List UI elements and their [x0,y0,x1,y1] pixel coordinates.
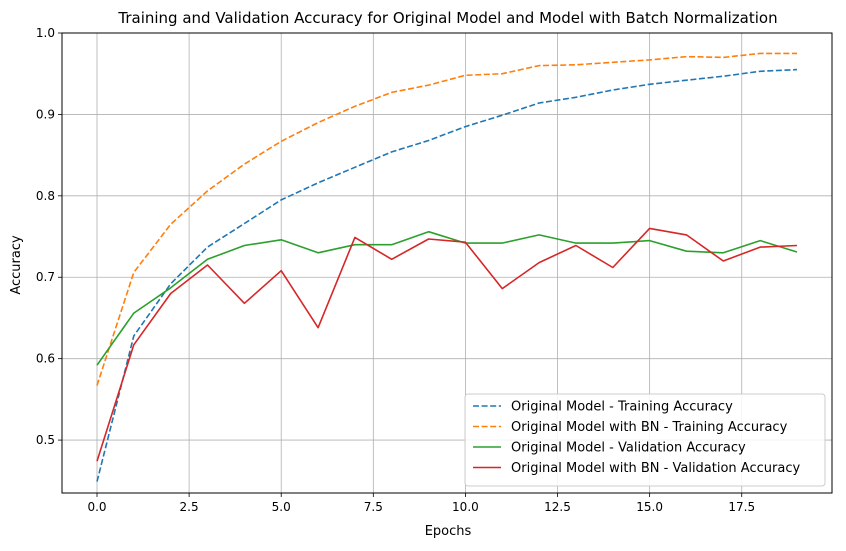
y-axis-ticks: 0.5 0.6 0.7 0.8 0.9 1.0 [36,26,62,447]
x-tick-label: 7.5 [364,500,383,514]
series-lines [96,52,798,482]
series-line-2 [96,52,797,386]
legend-entry: Original Model with BN - Training Accura… [511,420,788,435]
y-tick-label: 0.6 [36,352,55,366]
chart-title: Training and Validation Accuracy for Ori… [117,9,777,27]
y-tick-label: 0.9 [36,107,55,121]
x-tick-label: 12.5 [544,500,571,514]
y-tick-label: 0.7 [36,270,55,284]
series-line-3 [96,230,798,366]
x-tick-label: 0.0 [87,500,106,514]
legend-entry: Original Model with BN - Validation Accu… [511,461,800,476]
y-tick-label: 0.5 [36,433,55,447]
y-tick-label: 0.8 [36,189,55,203]
x-tick-label: 5.0 [272,500,291,514]
y-tick-label: 1.0 [36,26,55,40]
x-axis-ticks: 0.0 2.5 5.0 7.5 10.0 12.5 15.0 17.5 [87,493,755,514]
plot-area-frame [61,32,833,494]
x-axis-label: Epochs [425,524,472,539]
x-tick-label: 17.5 [728,500,755,514]
x-tick-label: 10.0 [452,500,479,514]
legend-entry: Original Model - Training Accuracy [511,400,733,415]
x-tick-label: 2.5 [180,500,199,514]
legend: Original Model - Training Accuracy Origin… [464,393,826,487]
x-tick-label: 15.0 [636,500,663,514]
legend-entry: Original Model - Validation Accuracy [511,441,746,456]
y-axis-label: Accuracy [9,235,24,295]
series-line-4 [96,227,798,462]
legend-box [464,393,826,487]
